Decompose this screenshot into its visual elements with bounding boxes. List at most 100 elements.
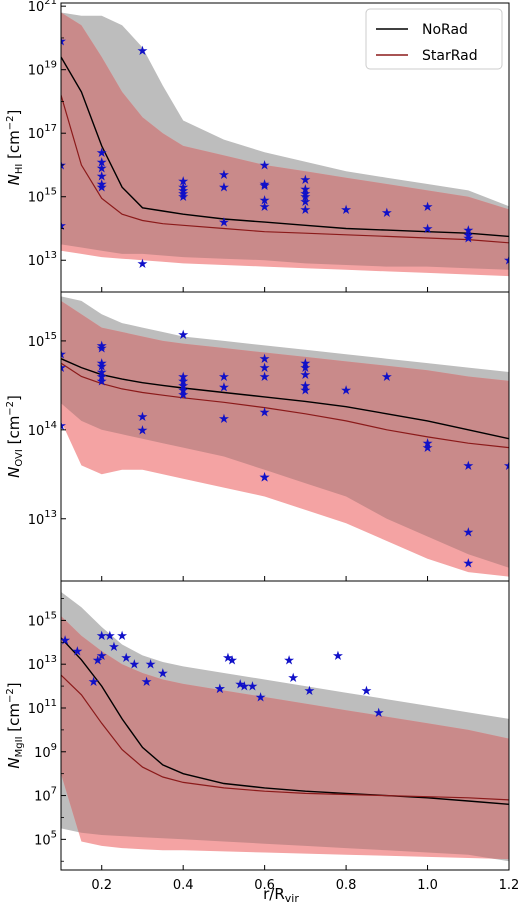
observation-star-marker: ★: [238, 680, 250, 695]
starrad-median-line: [61, 674, 509, 801]
observation-star-marker: ★: [373, 706, 385, 721]
observation-star-marker: ★: [137, 257, 149, 272]
plot-area: ★★★★★★★★★★★★★★★★★★★★★★★★★★★★: [59, 591, 509, 862]
observation-star-marker: ★: [55, 158, 67, 173]
observation-star-marker: ★: [300, 203, 312, 218]
observation-star-marker: ★: [462, 526, 474, 541]
y-tick-label: 1013: [28, 509, 57, 528]
observation-star-marker: ★: [88, 675, 100, 690]
y-tick-label: 1014: [28, 420, 57, 439]
observation-star-marker: ★: [462, 224, 474, 239]
observation-star-marker: ★: [92, 653, 104, 668]
observation-star-marker: ★: [226, 653, 238, 668]
observation-star-marker: ★: [108, 640, 120, 655]
observation-star-marker: ★: [145, 658, 157, 673]
observation-star-marker: ★: [259, 370, 271, 385]
observation-star-marker: ★: [247, 680, 259, 695]
observation-star-marker: ★: [462, 459, 474, 474]
observation-star-marker: ★: [340, 203, 352, 218]
y-tick-label: 1017: [28, 123, 57, 142]
plot-area: ★★★★★★★★★★★★★★★★★★★★★★★★★★★★★★★★ ★★★★★★★★: [55, 296, 515, 577]
observation-star-marker: ★: [214, 682, 226, 697]
observation-star-marker: ★: [234, 677, 246, 692]
observation-star-marker: ★: [177, 181, 189, 196]
observation-star-marker: ★: [116, 629, 128, 644]
observation-star-marker: ★: [300, 182, 312, 197]
x-tick-label: 0.8: [336, 878, 357, 893]
y-tick-label: 1015: [28, 187, 57, 206]
observation-star-marker: ★: [259, 470, 271, 485]
observation-star-marker: ★: [259, 193, 271, 208]
observation-star-marker: ★: [96, 181, 108, 196]
observation-star-marker: ★: [55, 419, 67, 434]
observation-star-marker: ★: [259, 361, 271, 376]
norad-median-line: [61, 56, 509, 238]
y-axis-label: NOVI [cm−2]: [5, 395, 25, 478]
x-tick-label: 0.4: [173, 878, 194, 893]
y-tick-label: 105: [34, 829, 57, 848]
observation-star-marker: ★: [177, 187, 189, 202]
observation-star-marker: ★: [96, 629, 108, 644]
y-axis-label: NHI [cm−2]: [5, 110, 25, 186]
observation-star-marker: ★: [503, 459, 515, 474]
y-tick-label: 1015: [28, 331, 57, 350]
observation-star-marker: ★: [71, 645, 83, 660]
observation-star-marker: ★: [96, 359, 108, 374]
observation-star-marker: ★: [218, 381, 230, 396]
observation-star-marker: ★: [259, 352, 271, 367]
legend-box: [365, 8, 503, 70]
observation-star-marker: ★: [300, 187, 312, 202]
observation-star-marker: ★: [128, 658, 140, 673]
observation-star-marker: ★: [96, 170, 108, 185]
observation-star-marker: ★: [422, 441, 434, 456]
y-tick-label: 1013: [28, 654, 57, 673]
observation-star-marker: ★: [218, 181, 230, 196]
observation-star-marker: ★: [462, 557, 474, 572]
x-tick-label: 0.6: [254, 878, 275, 893]
y-axis-label: NMgII [cm−2]: [5, 682, 25, 768]
observation-star-marker: ★: [59, 634, 71, 649]
observation-star-marker: ★: [422, 437, 434, 452]
observation-star-marker: ★: [96, 649, 108, 664]
observation-star-marker: ★: [259, 158, 271, 173]
observation-star-marker: ★: [96, 155, 108, 170]
observation-star-marker: ★: [96, 366, 108, 381]
panel-hi: ★★★★★★★★★★★★★★★★★★★★★★★★★★★★★★ ★ ★ ★★ ★★★★10…: [5, 0, 510, 293]
observation-star-marker: ★: [300, 368, 312, 383]
observation-star-marker: ★: [96, 370, 108, 385]
observation-star-marker: ★: [218, 370, 230, 385]
plot-area: ★★★★★★★★★★★★★★★★★★★★★★★★★★★★★★ ★ ★ ★★ ★★★★: [55, 12, 509, 277]
observation-star-marker: ★: [55, 219, 67, 234]
observation-star-marker: ★: [177, 374, 189, 389]
observation-star-marker: ★: [96, 178, 108, 193]
starrad-median-line: [61, 94, 509, 244]
observation-star-marker: ★: [259, 200, 271, 215]
observation-star-marker: ★: [222, 651, 234, 666]
y-tick-label: 1015: [28, 610, 57, 629]
observation-star-marker: ★: [422, 200, 434, 215]
observation-star-marker: ★: [332, 649, 344, 664]
observation-star-marker: ★: [96, 374, 108, 389]
observation-star-marker: ★: [300, 361, 312, 376]
observation-star-marker: ★: [177, 370, 189, 385]
norad-median-line: [61, 358, 509, 440]
observation-star-marker: ★: [96, 342, 108, 357]
y-tick-label: 107: [34, 786, 57, 805]
x-tick-label: 1.2: [499, 878, 520, 893]
observation-star-marker: ★: [177, 383, 189, 398]
observation-star-marker: ★: [137, 44, 149, 59]
observation-star-marker: ★: [55, 348, 67, 363]
observation-star-marker: ★: [300, 190, 312, 205]
overlap-range-band: [61, 300, 509, 568]
observation-star-marker: ★: [300, 379, 312, 394]
observation-star-marker: ★: [381, 370, 393, 385]
x-tick-label: 0.2: [91, 878, 112, 893]
starrad-median-line: [61, 362, 509, 449]
panel-ovi: ★★★★★★★★★★★★★★★★★★★★★★★★★★★★★★★★ ★★★★★★★★…: [5, 291, 515, 582]
observation-star-marker: ★: [55, 35, 67, 50]
overlap-range-band: [61, 616, 509, 860]
x-axis-label: r/Rvir: [263, 885, 299, 905]
observation-star-marker: ★: [177, 379, 189, 394]
observation-star-marker: ★: [300, 173, 312, 188]
observation-star-marker: ★: [177, 190, 189, 205]
